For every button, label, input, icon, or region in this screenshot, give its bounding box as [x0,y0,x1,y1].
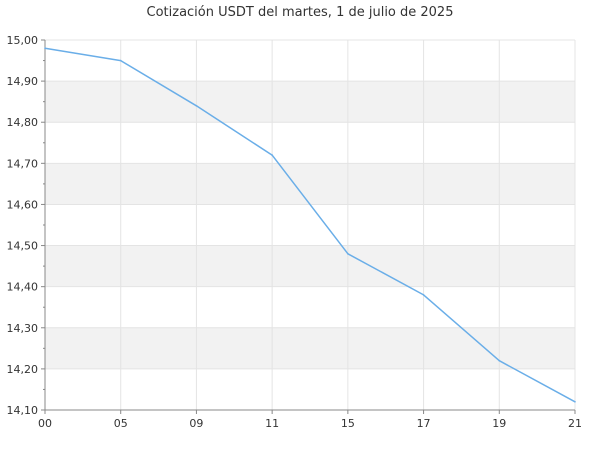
y-tick-label: 14,10 [7,404,39,417]
data-point [574,400,576,403]
background-band [45,245,575,287]
data-point [44,47,46,50]
x-tick-label: 05 [114,417,128,430]
data-point [347,252,349,255]
y-tick-label: 14,50 [7,240,39,253]
background-band [45,163,575,205]
data-point [195,104,198,107]
y-tick-label: 14,20 [7,363,39,376]
background-bands [45,81,575,369]
x-tick-label: 17 [417,417,431,430]
background-band [45,81,575,123]
data-point [498,359,501,362]
y-tick-label: 14,30 [7,322,39,335]
y-tick-label: 14,90 [7,75,39,88]
y-tick-label: 15,00 [7,34,39,47]
x-tick-label: 15 [341,417,355,430]
chart-title: Cotización USDT del martes, 1 de julio d… [147,5,454,20]
x-tick-label: 09 [189,417,203,430]
x-tick-label: 11 [265,417,279,430]
data-point [422,294,425,296]
y-tick-label: 14,80 [7,116,39,129]
series-line [44,47,576,403]
x-axis-ticks: 00 05 09 11 15 17 19 21 [38,410,582,430]
y-tick-label: 14,60 [7,198,39,211]
x-tick-label: 21 [568,417,582,430]
y-axis-ticks: 15,00 14,90 14,80 14,70 14,60 14,50 14,40 14,30… [7,34,45,417]
data-point [271,154,273,156]
x-tick-label: 00 [38,417,52,430]
series-group [44,47,576,403]
background-band [45,327,575,369]
y-tick-label: 14,40 [7,281,39,294]
x-tick-label: 19 [492,417,506,430]
y-tick-label: 14,70 [7,157,39,170]
data-point [119,59,122,62]
